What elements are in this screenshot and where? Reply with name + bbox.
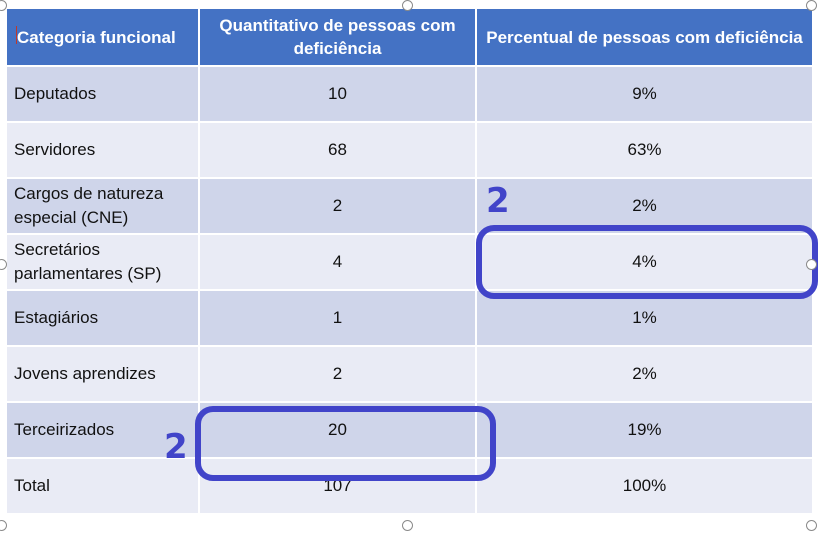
cell-quantitativo[interactable]: 4 [198, 233, 477, 291]
cell-quantitativo[interactable]: 107 [198, 457, 477, 515]
cell-percentual[interactable]: 2% [475, 345, 814, 403]
header-categoria[interactable]: Categoria funcional [5, 7, 200, 67]
cell-categoria[interactable]: Terceirizados [5, 401, 200, 459]
cell-categoria[interactable]: Jovens aprendizes [5, 345, 200, 403]
resize-handle-bottom-middle[interactable] [402, 520, 413, 531]
text-cursor [16, 26, 17, 44]
highlight-box-quantitativo [195, 406, 496, 481]
table-row: Deputados 10 9% [5, 65, 814, 123]
table-row: Estagiários 1 1% [5, 289, 814, 347]
cell-percentual[interactable]: 9% [475, 65, 814, 123]
annotation-number-top: 2 [486, 181, 510, 221]
annotation-number-bottom: 2 [164, 427, 188, 467]
table-row: Secretários parlamentares (SP) 4 4% [5, 233, 814, 291]
cell-percentual[interactable]: 19% [475, 401, 814, 459]
cell-percentual[interactable]: 63% [475, 121, 814, 179]
resize-handle-top-right[interactable] [806, 0, 817, 11]
cell-quantitativo[interactable]: 10 [198, 65, 477, 123]
data-table: Categoria funcional Quantitativo de pess… [5, 7, 814, 515]
cell-categoria[interactable]: Estagiários [5, 289, 200, 347]
cell-categoria[interactable]: Total [5, 457, 200, 515]
table-row-total: Total 107 100% [5, 457, 814, 515]
cell-categoria[interactable]: Deputados [5, 65, 200, 123]
cell-quantitativo[interactable]: 68 [198, 121, 477, 179]
cell-categoria[interactable]: Servidores [5, 121, 200, 179]
cell-quantitativo[interactable]: 1 [198, 289, 477, 347]
cell-categoria[interactable]: Cargos de natureza especial (CNE) [5, 177, 200, 235]
header-row: Categoria funcional Quantitativo de pess… [5, 7, 814, 67]
table-row: Servidores 68 63% [5, 121, 814, 179]
resize-handle-middle-left[interactable] [0, 259, 7, 270]
resize-handle-middle-right[interactable] [806, 259, 817, 270]
resize-handle-bottom-left[interactable] [0, 520, 7, 531]
resize-handle-bottom-right[interactable] [806, 520, 817, 531]
header-quantitativo[interactable]: Quantitativo de pessoas com deficiência [198, 7, 477, 67]
highlight-box-percentual [476, 225, 818, 299]
table-row: Terceirizados 20 19% [5, 401, 814, 459]
cell-quantitativo[interactable]: 2 [198, 177, 477, 235]
cell-quantitativo[interactable]: 2 [198, 345, 477, 403]
resize-handle-top-left[interactable] [0, 0, 7, 11]
cell-categoria[interactable]: Secretários parlamentares (SP) [5, 233, 200, 291]
cell-percentual[interactable]: 100% [475, 457, 814, 515]
resize-handle-top-middle[interactable] [402, 0, 413, 11]
table-row: Jovens aprendizes 2 2% [5, 345, 814, 403]
header-percentual[interactable]: Percentual de pessoas com deficiência [475, 7, 814, 67]
